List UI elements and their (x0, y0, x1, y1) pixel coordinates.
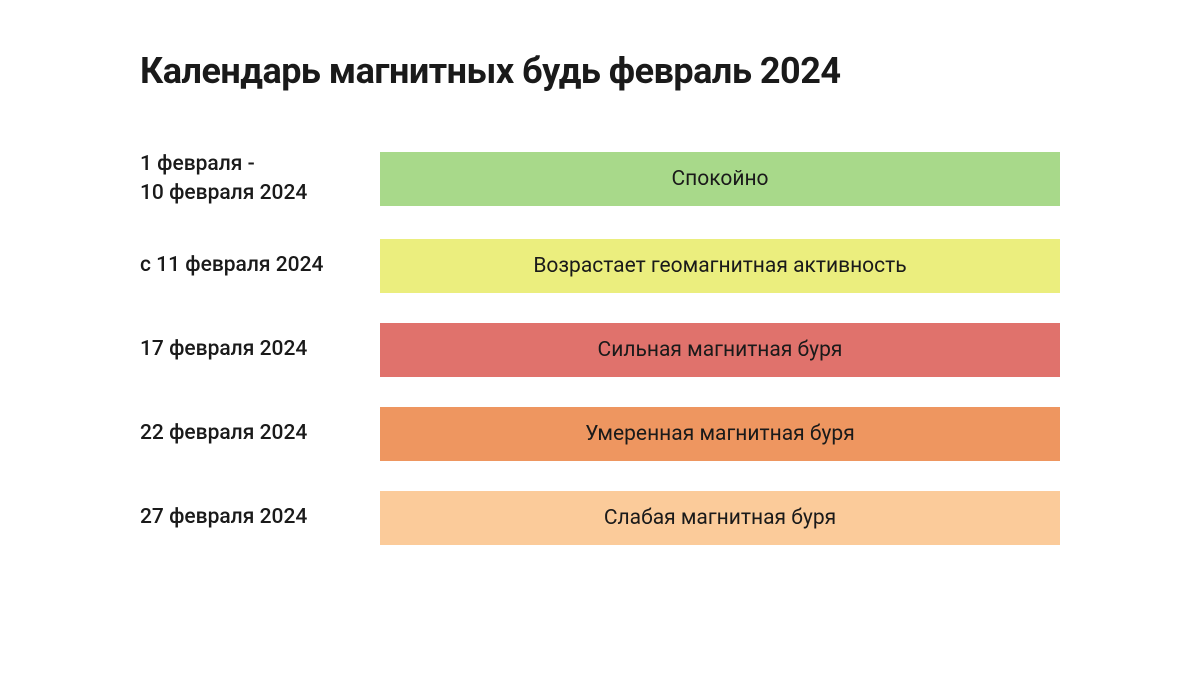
status-text: Слабая магнитная буря (604, 506, 836, 530)
date-label: 27 февраля 2024 (140, 503, 380, 532)
status-bar: Возрастает геомагнитная активность (380, 239, 1060, 293)
page-title: Календарь магнитных будь февраль 2024 (140, 50, 1060, 92)
status-text: Возрастает геомагнитная активность (533, 254, 906, 278)
date-label: 17 февраля 2024 (140, 335, 380, 364)
status-text: Умеренная магнитная буря (585, 422, 854, 446)
status-bar: Сильная магнитная буря (380, 323, 1060, 377)
date-line-1: 22 февраля 2024 (140, 419, 360, 448)
date-line-1: 17 февраля 2024 (140, 335, 360, 364)
status-bar: Спокойно (380, 152, 1060, 206)
date-line-2: 10 февраля 2024 (140, 179, 360, 208)
status-bar: Слабая магнитная буря (380, 491, 1060, 545)
calendar-row: 27 февраля 2024 Слабая магнитная буря (140, 491, 1060, 545)
status-bar: Умеренная магнитная буря (380, 407, 1060, 461)
calendar-row: 17 февраля 2024 Сильная магнитная буря (140, 323, 1060, 377)
calendar-rows: 1 февраля - 10 февраля 2024 Спокойно с 1… (140, 150, 1060, 545)
calendar-row: с 11 февраля 2024 Возрастает геомагнитна… (140, 239, 1060, 293)
date-line-1: с 11 февраля 2024 (140, 251, 360, 280)
status-text: Спокойно (671, 167, 768, 191)
calendar-row: 1 февраля - 10 февраля 2024 Спокойно (140, 150, 1060, 209)
date-label: 22 февраля 2024 (140, 419, 380, 448)
calendar-row: 22 февраля 2024 Умеренная магнитная буря (140, 407, 1060, 461)
date-label: 1 февраля - 10 февраля 2024 (140, 150, 380, 209)
status-text: Сильная магнитная буря (598, 338, 843, 362)
date-line-1: 1 февраля - (140, 150, 360, 179)
date-line-1: 27 февраля 2024 (140, 503, 360, 532)
date-label: с 11 февраля 2024 (140, 251, 380, 280)
